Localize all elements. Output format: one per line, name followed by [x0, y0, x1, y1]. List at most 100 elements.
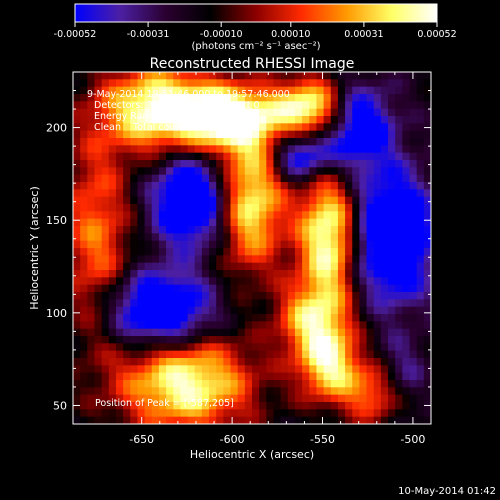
heatmap-cell: [388, 138, 396, 146]
heatmap-cell: [73, 248, 81, 256]
heatmap-cell: [380, 387, 389, 396]
heatmap-cell: [423, 189, 431, 198]
heatmap-cell: [423, 145, 431, 154]
heatmap-cell: [187, 255, 196, 264]
heatmap-cell: [237, 108, 246, 117]
heatmap-cell: [101, 145, 110, 154]
heatmap-cell: [216, 314, 224, 322]
heatmap-cell: [395, 299, 403, 308]
heatmap-cell: [388, 116, 396, 124]
heatmap-cell: [108, 394, 117, 403]
heatmap-cell: [237, 79, 246, 88]
heatmap-cell: [280, 233, 289, 242]
heatmap-cell: [194, 233, 203, 242]
heatmap-cell: [359, 101, 368, 110]
heatmap-cell: [137, 328, 146, 337]
heatmap-cell: [287, 116, 296, 124]
heatmap-cell: [273, 174, 282, 183]
heatmap-cell: [352, 343, 360, 352]
heatmap-cell: [252, 218, 260, 227]
heatmap-cell: [101, 409, 110, 418]
heatmap-cell: [209, 152, 217, 161]
heatmap-cell: [273, 101, 282, 110]
heatmap-cell: [87, 226, 96, 234]
heatmap-cell: [123, 380, 131, 388]
heatmap-cell: [280, 145, 289, 154]
heatmap-cell: [366, 101, 375, 110]
heatmap-cell: [395, 255, 403, 264]
heatmap-cell: [316, 350, 325, 359]
heatmap-cell: [244, 416, 253, 424]
heatmap-cell: [94, 409, 103, 418]
heatmap-cell: [280, 204, 289, 212]
heatmap-cell: [180, 365, 189, 374]
heatmap-cell: [201, 86, 210, 95]
heatmap-cell: [209, 365, 217, 374]
heatmap-cell: [173, 211, 181, 220]
heatmap-cell: [259, 189, 267, 198]
heatmap-cell: [423, 358, 431, 366]
heatmap-cell: [273, 233, 282, 242]
heatmap-cell: [402, 255, 411, 264]
heatmap-cell: [158, 270, 167, 278]
heatmap-cell: [302, 350, 310, 359]
heatmap-cell: [187, 145, 196, 154]
colorbar-ticks: -0.00052 -0.00031 -0.00010 0.00010 0.00031 0.…: [54, 22, 457, 40]
heatmap-cell: [266, 350, 275, 359]
heatmap-cell: [380, 402, 389, 410]
heatmap-cell: [94, 218, 103, 227]
heatmap-cell: [395, 306, 403, 315]
heatmap-cell: [423, 204, 431, 212]
heatmap-cell: [330, 152, 339, 161]
heatmap-cell: [166, 101, 174, 110]
heatmap-cell: [359, 270, 368, 278]
heatmap-cell: [395, 160, 403, 168]
heatmap-cell: [73, 196, 81, 205]
heatmap-cell: [302, 372, 310, 381]
heatmap-cell: [137, 138, 146, 146]
heatmap-cell: [130, 226, 139, 234]
heatmap-cell: [302, 409, 310, 418]
heatmap-cell: [216, 292, 224, 300]
heatmap-cell: [101, 108, 110, 117]
heatmap-cell: [230, 116, 239, 124]
heatmap-cell: [395, 145, 403, 154]
heatmap-cell: [337, 79, 346, 88]
heatmap-cell: [194, 248, 203, 256]
heatmap-cell: [209, 387, 217, 396]
heatmap-cell: [359, 160, 368, 168]
heatmap-cell: [230, 94, 239, 102]
heatmap-cell: [352, 152, 360, 161]
heatmap-cell: [115, 372, 124, 381]
heatmap-cell: [101, 284, 110, 293]
heatmap-cell: [101, 402, 110, 410]
heatmap-cell: [230, 365, 239, 374]
heatmap-cell: [158, 409, 167, 418]
heatmap-cell: [237, 160, 246, 168]
heatmap-cell: [330, 108, 339, 117]
heatmap-cell: [345, 299, 353, 308]
heatmap-cell: [201, 394, 210, 403]
heatmap-cell: [108, 145, 117, 154]
heatmap-cell: [223, 204, 232, 212]
heatmap-cell: [237, 270, 246, 278]
heatmap-cell: [316, 167, 325, 176]
heatmap-cell: [316, 218, 325, 227]
heatmap-cell: [194, 196, 203, 205]
heatmap-cell: [101, 306, 110, 315]
heatmap-cell: [330, 262, 339, 271]
heatmap-cell: [151, 358, 160, 366]
heatmap-cell: [366, 402, 375, 410]
heatmap-cell: [115, 255, 124, 264]
heatmap-cell: [216, 152, 224, 161]
heatmap-cell: [123, 174, 131, 183]
heatmap-cell: [309, 160, 318, 168]
heatmap-cell: [173, 94, 181, 102]
heatmap-cell: [323, 306, 332, 315]
heatmap-cell: [366, 108, 375, 117]
heatmap-cell: [345, 226, 353, 234]
heatmap-cell: [388, 292, 396, 300]
heatmap-cell: [259, 226, 267, 234]
heatmap-cell: [187, 138, 196, 146]
heatmap-cell: [287, 343, 296, 352]
